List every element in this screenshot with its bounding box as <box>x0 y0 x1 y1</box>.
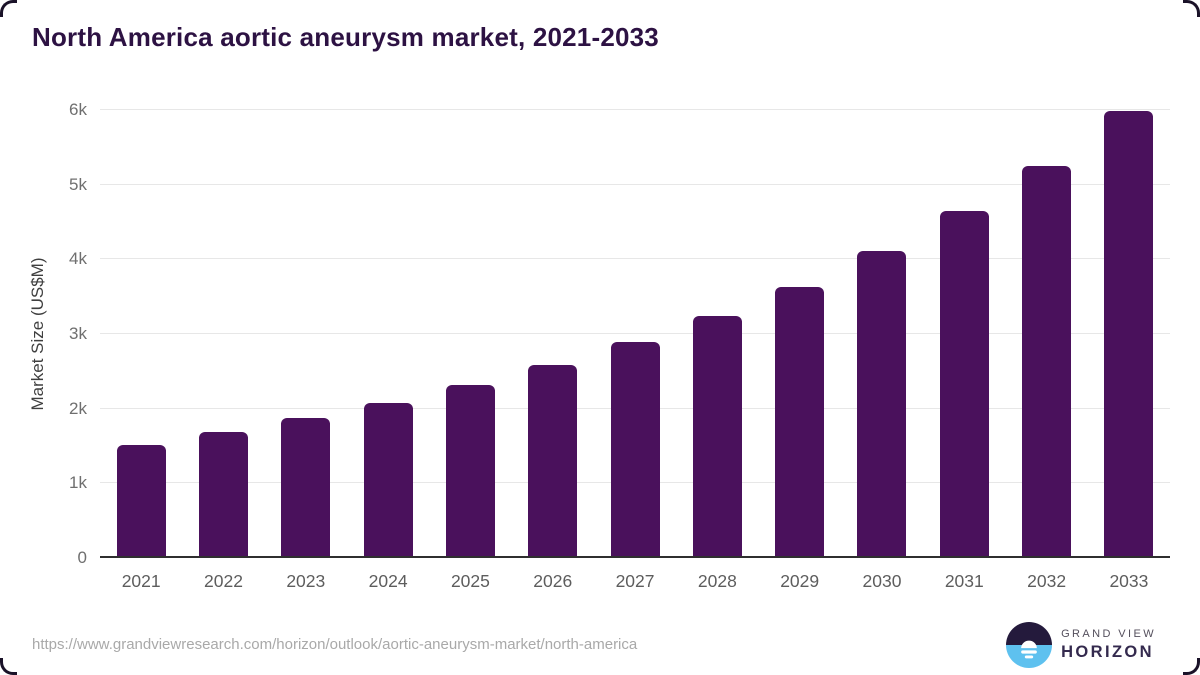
y-tick-label-6k: 6k <box>69 100 87 119</box>
bar-2029 <box>775 286 825 558</box>
x-tick-label-2032: 2032 <box>1027 571 1067 591</box>
y-tick-label-5k: 5k <box>69 174 87 194</box>
bar-slot-2030: 2030 <box>841 110 923 591</box>
bar-slot-2022: 2022 <box>182 110 264 591</box>
source-url: https://www.grandviewresearch.com/horizo… <box>32 636 638 653</box>
bar-2022 <box>198 431 248 558</box>
plot-area: Market Size (US$M) 2021 2022 2023 2024 2025 2… <box>28 100 1170 591</box>
y-tick-label-1k: 1k <box>69 473 87 493</box>
x-tick-label-2031: 2031 <box>944 571 984 591</box>
x-tick-label-2033: 2033 <box>1109 571 1149 591</box>
x-tick-label-2030: 2030 <box>862 571 902 591</box>
bar-2030 <box>857 251 907 558</box>
chart-title: North America aortic aneurysm market, 20… <box>32 22 659 52</box>
bar-2032 <box>1022 166 1072 558</box>
bar-slot-2029: 2029 <box>759 110 841 591</box>
y-tick-label-4k: 4k <box>69 249 87 269</box>
gridline-4k <box>100 258 1170 260</box>
x-tick-label-2026: 2026 <box>533 571 573 591</box>
y-tick-label-3k: 3k <box>69 324 87 343</box>
bar-2024 <box>363 403 413 558</box>
y-tick-label-0: 0 <box>77 548 87 567</box>
bar-slot-2027: 2027 <box>594 110 676 591</box>
gridline-3k <box>100 333 1170 334</box>
bar-slot-2021: 2021 <box>100 110 182 591</box>
card-corner-bottom-right <box>1183 658 1200 675</box>
brand-name: GRAND VIEW HORIZON <box>1061 628 1156 662</box>
card-corner-top-left <box>0 0 17 17</box>
bars-row: 2021 2022 2023 2024 2025 2026 2027 2028 2029 2030… <box>100 110 1170 591</box>
x-tick-label-2021: 2021 <box>121 571 161 591</box>
bar-slot-2031: 2031 <box>923 110 1005 591</box>
brand-logo: GRAND VIEW HORIZON <box>1006 622 1156 668</box>
x-tick-label-2022: 2022 <box>204 571 243 591</box>
bar-slot-2026: 2026 <box>512 110 594 591</box>
bar-2023 <box>281 418 331 558</box>
bar-slot-2023: 2023 <box>265 110 347 591</box>
horizon-sunrise-icon <box>1006 622 1053 668</box>
bar-slot-2024: 2024 <box>347 110 429 591</box>
bar-2025 <box>445 385 495 558</box>
x-tick-label-2024: 2024 <box>368 571 408 591</box>
bar-2033 <box>1104 110 1154 558</box>
x-tick-label-2029: 2029 <box>780 571 820 591</box>
bar-2026 <box>528 365 578 558</box>
bar-slot-2032: 2032 <box>1005 110 1087 591</box>
bar-slot-2025: 2025 <box>429 110 511 591</box>
bar-2021 <box>116 444 166 558</box>
gridline-6k <box>100 109 1170 110</box>
bar-slot-2028: 2028 <box>676 110 758 591</box>
card-corner-top-right <box>1183 0 1200 17</box>
card-corner-bottom-left <box>0 658 17 675</box>
bar-2031 <box>939 210 989 558</box>
gridline-5k <box>100 183 1170 185</box>
brand-name-top: GRAND VIEW <box>1061 627 1156 640</box>
x-axis-line <box>100 556 1170 558</box>
x-tick-label-2028: 2028 <box>697 571 737 591</box>
brand-name-bottom: HORIZON <box>1061 642 1154 661</box>
y-tick-label-2k: 2k <box>69 398 87 418</box>
x-tick-label-2025: 2025 <box>450 571 490 591</box>
x-tick-label-2027: 2027 <box>615 571 655 591</box>
bar-2028 <box>692 316 742 558</box>
bar-2027 <box>610 341 660 558</box>
y-axis-title: Market Size (US$M) <box>28 257 47 411</box>
bar-slot-2033: 2033 <box>1088 110 1170 591</box>
x-tick-label-2023: 2023 <box>286 571 326 591</box>
